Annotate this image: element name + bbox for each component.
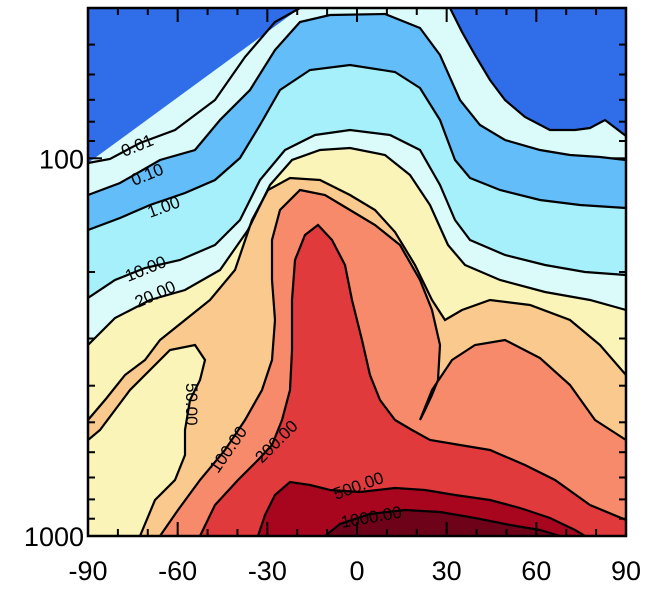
contour-line-500.00 (256, 480, 586, 536)
contour-line-1000.00 (324, 508, 561, 536)
x-tick-label: 30 (432, 556, 462, 586)
axis-ticks (87, 7, 627, 537)
contour-lines (88, 8, 626, 536)
contour-band-0.01 (88, 8, 626, 163)
y-tick-label: 100 (39, 144, 84, 174)
x-tick-label: 60 (521, 556, 551, 586)
contour-line-50.00 (88, 176, 626, 536)
contour-line-200.00 (199, 223, 626, 536)
contour-fills (88, 8, 626, 536)
x-tick-label: -30 (248, 556, 287, 586)
x-tick-label: 0 (349, 556, 364, 586)
x-tick-label: -90 (68, 556, 107, 586)
contour-line-0.01 (88, 8, 626, 165)
contour-line-0.10 (88, 12, 626, 197)
contour-band-1000.00 (325, 510, 560, 536)
contour-label-50.00: 50.00 (182, 383, 201, 426)
contour-line-10.00 (88, 128, 626, 299)
axis-tick-labels: -90 -60 -30 0 30 60 90 100 1000 (24, 144, 641, 586)
contour-line-100.00 (159, 188, 626, 536)
contour-band-200.00 (200, 225, 626, 536)
x-tick-label: 90 (611, 556, 641, 586)
contour-line-1.00 (88, 63, 626, 232)
x-tick-label: -60 (158, 556, 197, 586)
y-tick-label: 1000 (24, 522, 84, 552)
contour-line-20.00 (88, 146, 626, 346)
contour-band-500.00 (258, 482, 585, 536)
